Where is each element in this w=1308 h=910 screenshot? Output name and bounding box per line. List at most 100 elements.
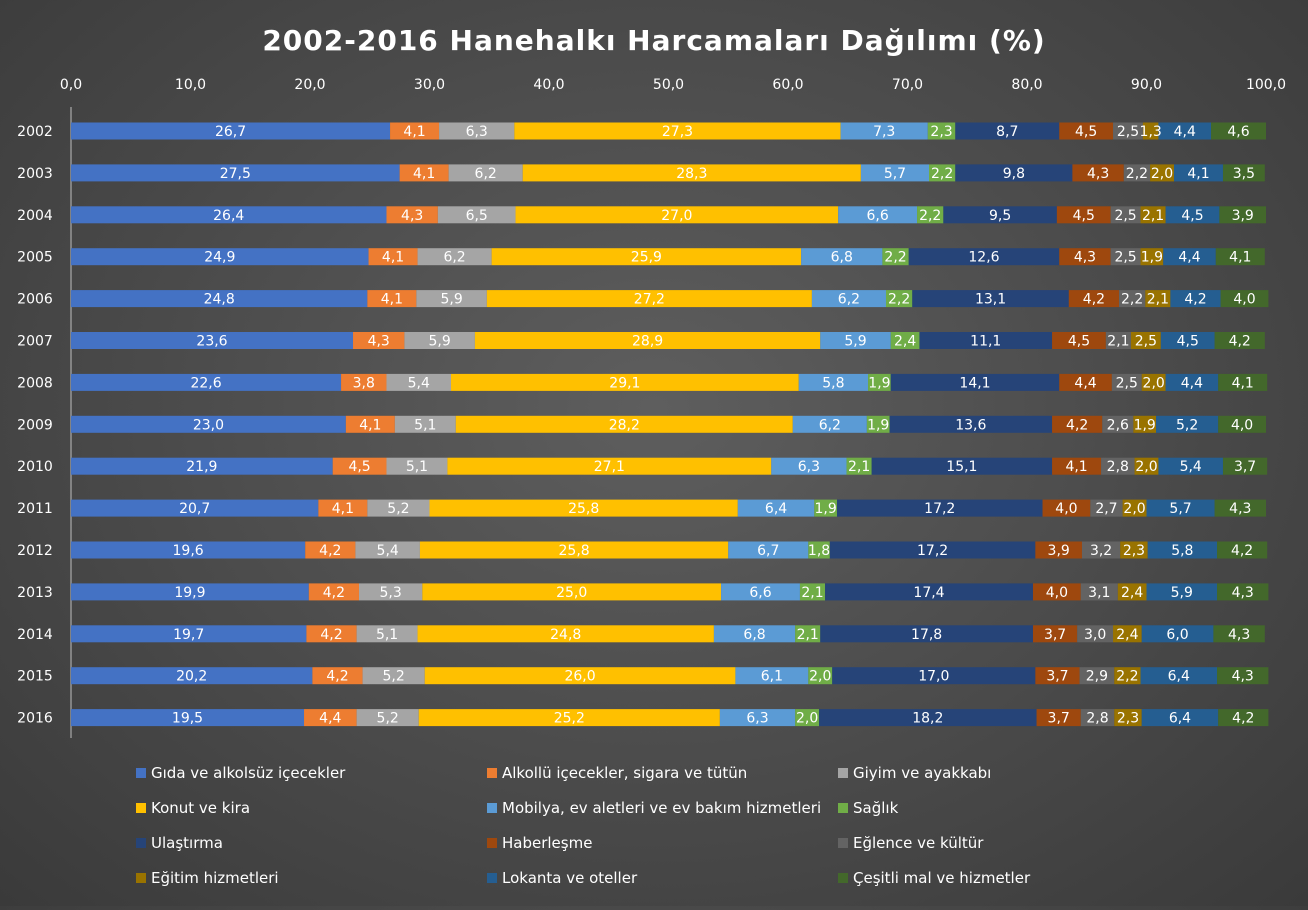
bar-segment: [735, 667, 809, 685]
bar-segment: [1119, 290, 1146, 308]
data-label: 25,8: [559, 543, 590, 559]
data-label: 4,2: [319, 543, 341, 559]
data-label: 2,4: [1121, 585, 1143, 601]
bar-segment: [437, 206, 516, 224]
bar-segment: [885, 290, 913, 308]
data-label: 27,1: [594, 459, 625, 475]
category-label: 2008: [17, 375, 53, 391]
data-label: 6,1: [761, 669, 783, 685]
bar-segment: [1141, 709, 1219, 727]
bar-segment: [1146, 499, 1215, 517]
data-labels-layer: 26,7 4,1 6,3 27,3 7,3 2,3 8,7 4,5 2,5 1,3 4,4 4,627…: [172, 124, 1256, 727]
data-label: 17,4: [913, 585, 944, 601]
bar-segment: [356, 709, 419, 727]
data-label: 6,3: [798, 459, 820, 475]
bar-segment: [1170, 290, 1221, 308]
data-label: 4,1: [1065, 459, 1087, 475]
data-label: 5,9: [844, 334, 866, 350]
category-label: 2013: [17, 585, 53, 601]
bar-segment: [908, 248, 1060, 266]
bar-segment: [308, 583, 359, 601]
bar-segment: [1068, 290, 1120, 308]
legend-label: Alkollü içecekler, sigara ve tütün: [502, 764, 747, 782]
data-label: 2,4: [894, 334, 916, 350]
bar-segment: [795, 625, 821, 643]
bar-segment: [1158, 457, 1223, 475]
bar-segment: [1059, 248, 1111, 266]
data-label: 4,3: [368, 334, 390, 350]
data-label: 5,3: [380, 585, 402, 601]
legend-label: Haberleşme: [502, 834, 592, 852]
data-label: 5,2: [1176, 417, 1198, 433]
data-label: 19,6: [173, 543, 204, 559]
data-label: 5,4: [408, 375, 430, 391]
data-label: 24,8: [204, 292, 235, 308]
data-label: 5,7: [1169, 501, 1191, 517]
bar-segment: [798, 373, 869, 391]
data-label: 6,2: [475, 166, 497, 182]
data-label: 20,2: [176, 669, 207, 685]
bar-segment: [1214, 499, 1266, 517]
bar-segment: [1211, 122, 1266, 140]
bar-segment: [386, 373, 452, 391]
bar-segment: [71, 248, 369, 266]
bar-segment: [808, 667, 833, 685]
data-label: 11,1: [970, 334, 1001, 350]
bar-segment: [71, 457, 333, 475]
bar-segment: [820, 332, 891, 349]
bar-segment: [1218, 415, 1266, 433]
data-label: 1,9: [868, 375, 890, 391]
data-label: 4,4: [1074, 375, 1096, 391]
bar-segment: [1042, 499, 1091, 517]
bar-segment: [71, 541, 306, 559]
data-label: 2,4: [1116, 627, 1138, 643]
data-label: 5,4: [377, 543, 399, 559]
bar-segment: [890, 332, 920, 349]
data-label: 3,8: [353, 375, 375, 391]
legend: Gıda ve alkolsüz içecekler Alkollü içecek…: [136, 764, 1031, 887]
bar-segment: [1032, 625, 1078, 643]
bar-segment: [386, 457, 448, 475]
data-label: 2,3: [1117, 711, 1139, 727]
bar-segment: [719, 709, 796, 727]
data-label: 6,3: [746, 711, 768, 727]
data-label: 1,9: [1141, 250, 1163, 266]
bar-segment: [399, 164, 449, 182]
bar-segment: [356, 625, 418, 643]
data-label: 27,5: [220, 166, 251, 182]
data-label: 2,3: [1123, 543, 1145, 559]
data-label: 4,0: [1231, 417, 1253, 433]
bar-segment: [1081, 541, 1121, 559]
bar-segment: [832, 667, 1036, 685]
data-label: 2,5: [1116, 375, 1138, 391]
bar-segment: [486, 290, 812, 308]
data-label: 4,1: [332, 501, 354, 517]
data-label: 25,8: [568, 501, 599, 517]
data-label: 9,5: [989, 208, 1011, 224]
bar-segment: [1090, 499, 1123, 517]
bar-segment: [312, 667, 363, 685]
bar-segment: [1222, 164, 1265, 182]
data-label: 2,2: [884, 250, 906, 266]
legend-swatch: [136, 838, 146, 848]
bar-segment: [353, 332, 405, 349]
bar-segment: [71, 373, 342, 391]
bar-segment: [1140, 667, 1218, 685]
data-label: 2,0: [796, 711, 818, 727]
data-label: 4,3: [1087, 166, 1109, 182]
data-label: 5,1: [376, 627, 398, 643]
bar-segment: [1219, 206, 1266, 224]
bar-segment: [416, 290, 487, 308]
bar-segment: [955, 164, 1073, 182]
data-label: 28,2: [609, 417, 640, 433]
data-label: 4,4: [319, 711, 341, 727]
bar-segment: [306, 625, 357, 643]
bar-segment: [394, 415, 456, 433]
data-label: 3,2: [1090, 543, 1112, 559]
bar-segment: [1140, 248, 1164, 266]
legend-label: Gıda ve alkolsüz içecekler: [151, 764, 346, 782]
data-label: 19,5: [172, 711, 203, 727]
data-label: 27,3: [662, 124, 693, 140]
data-label: 3,7: [1046, 669, 1068, 685]
